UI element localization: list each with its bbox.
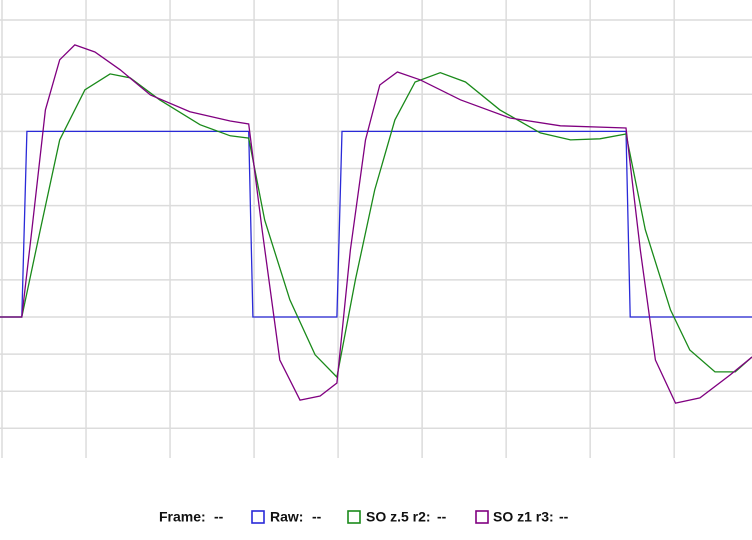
legend-swatch	[251, 510, 265, 524]
legend-swatch	[347, 510, 361, 524]
series-line	[0, 44, 752, 404]
legend-swatch	[475, 510, 489, 524]
series-line	[0, 72, 752, 379]
legend: Frame: -- Raw: -- SO z.5 r2: -- SO z1 r3: --	[159, 509, 569, 525]
plot	[0, 44, 752, 404]
legend-label: Raw:	[270, 509, 303, 525]
legend-value: --	[559, 509, 569, 525]
legend-label: SO z1 r3:	[493, 509, 554, 525]
legend-label: SO z.5 r2:	[366, 509, 431, 525]
frame-value: --	[214, 509, 224, 525]
legend-value: --	[437, 509, 447, 525]
frame-label: Frame:	[159, 509, 206, 525]
series-line	[0, 130, 752, 318]
grid	[0, 0, 752, 458]
legend-value: --	[312, 509, 322, 525]
